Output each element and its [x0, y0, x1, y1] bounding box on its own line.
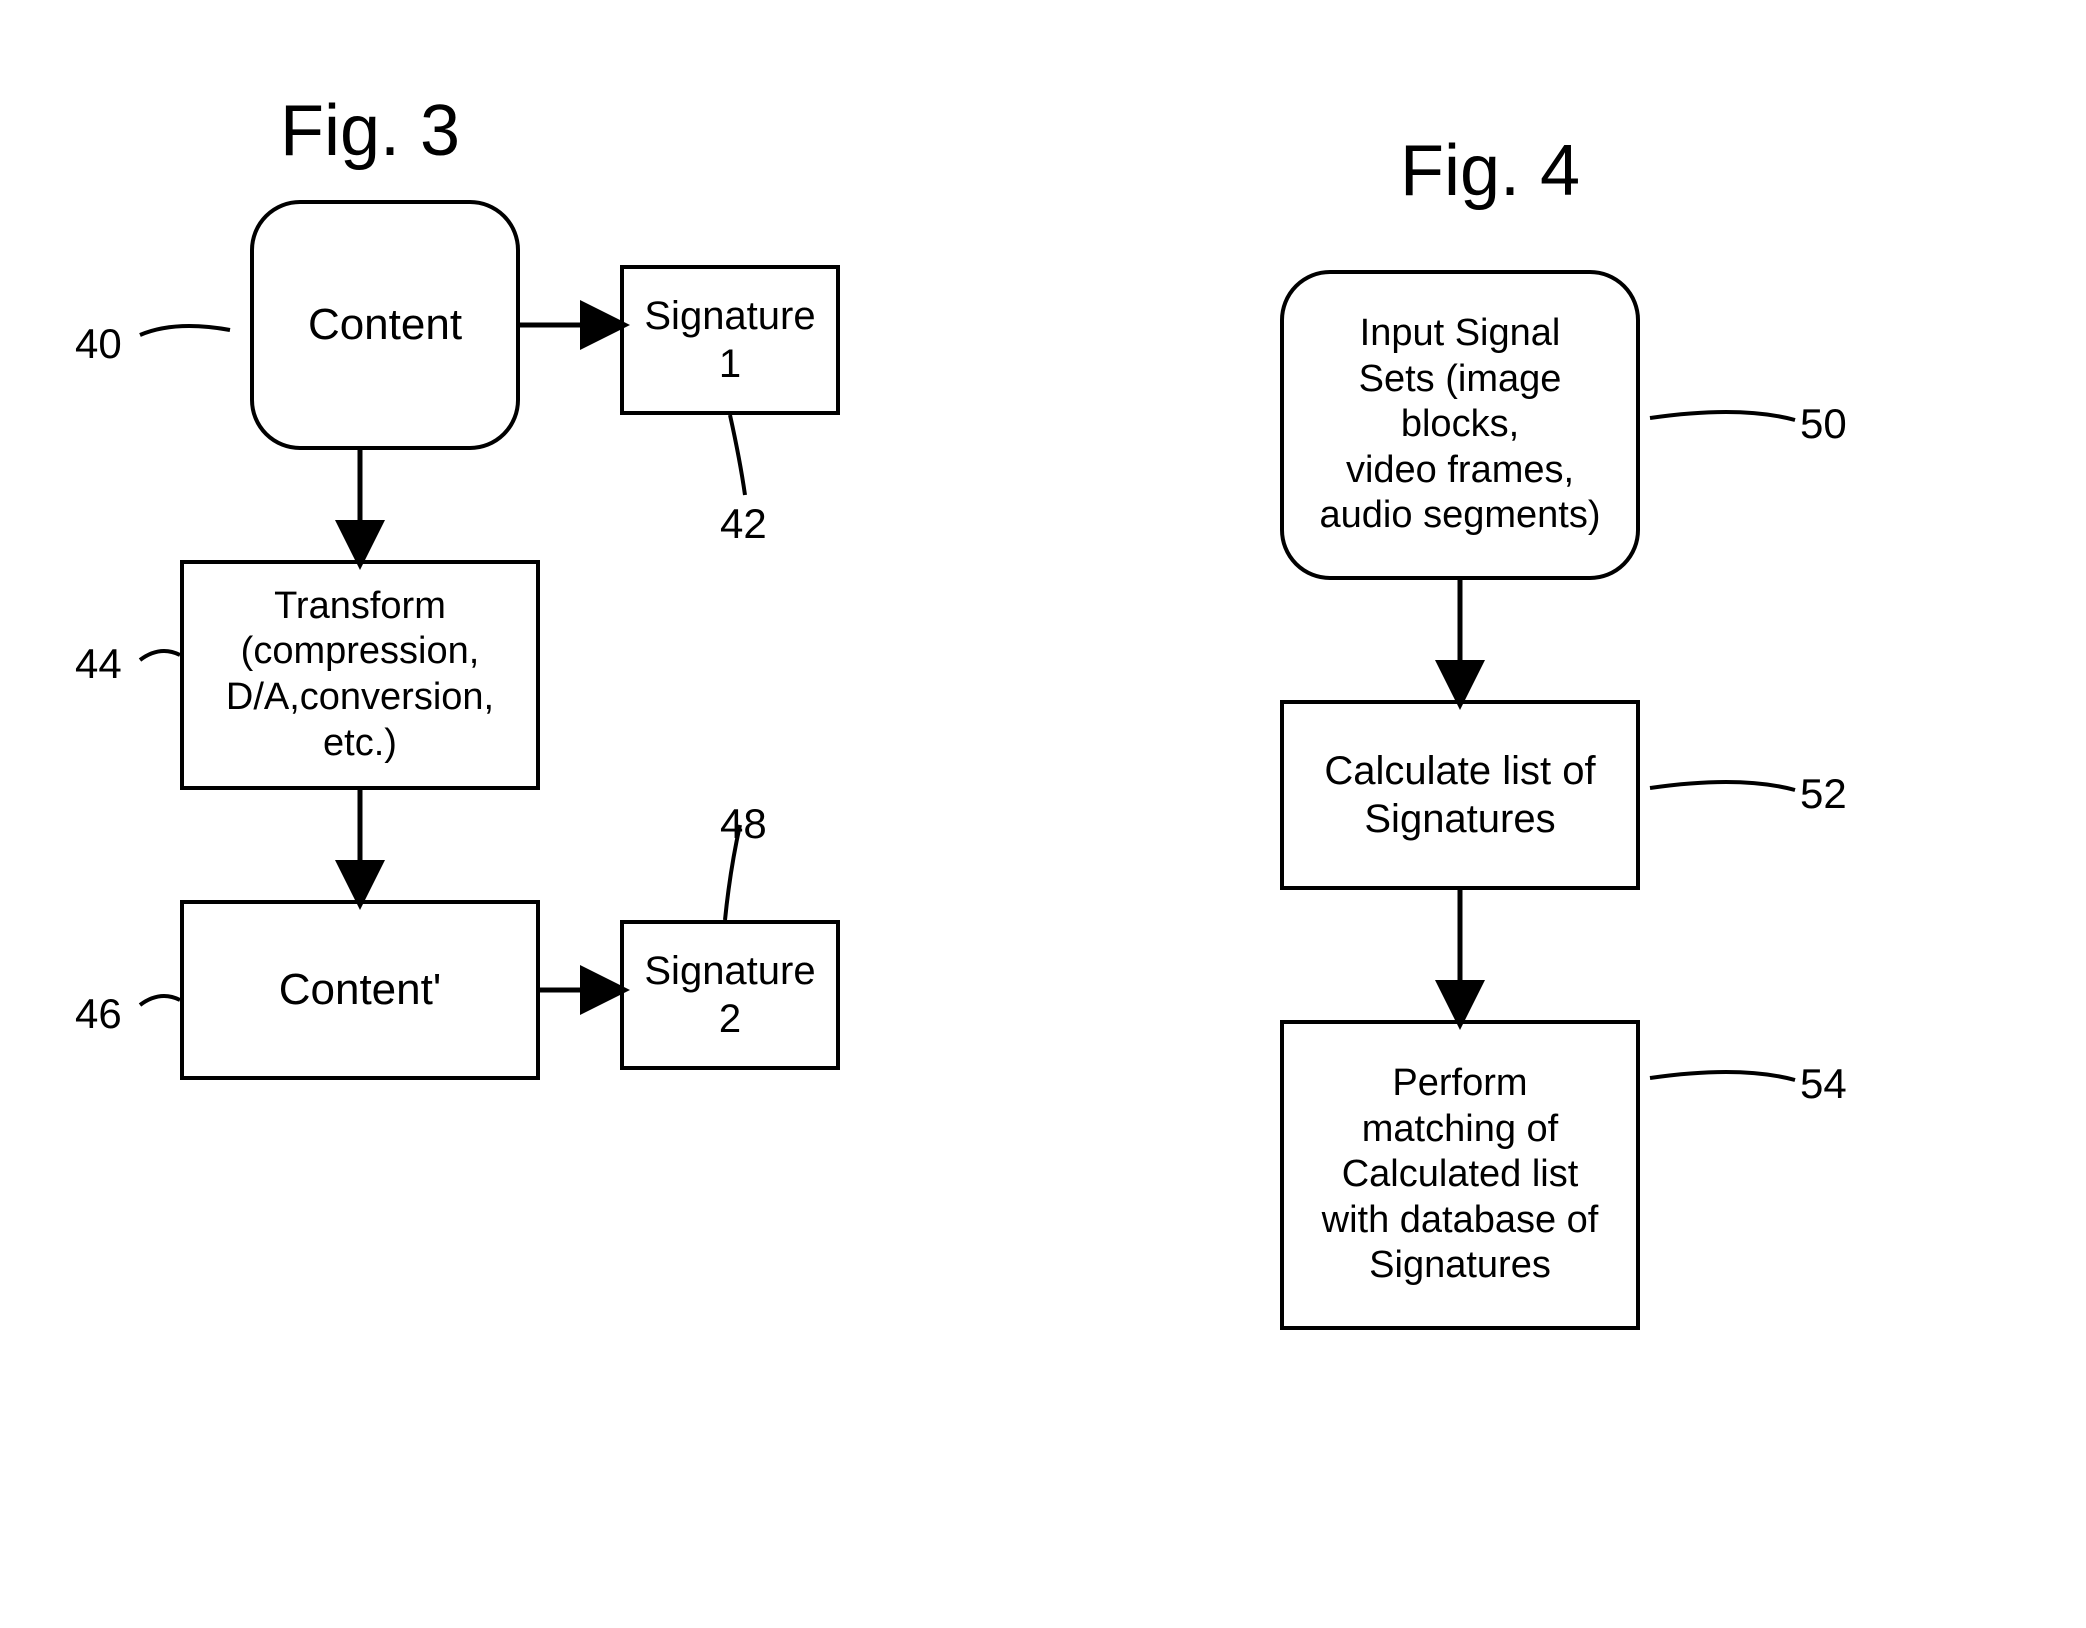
label-42: 42 [720, 500, 767, 548]
label-46: 46 [75, 990, 122, 1038]
node-calculate: Calculate list of Signatures [1280, 700, 1640, 890]
label-52: 52 [1800, 770, 1847, 818]
fig4-title: Fig. 4 [1400, 130, 1580, 212]
label-40: 40 [75, 320, 122, 368]
diagram-canvas: Fig. 3 Content Signature 1 Transform (co… [0, 0, 2086, 1628]
label-54: 54 [1800, 1060, 1847, 1108]
node-content: Content [250, 200, 520, 450]
label-48: 48 [720, 800, 767, 848]
node-transform: Transform (compression, D/A,conversion, … [180, 560, 540, 790]
fig3-title: Fig. 3 [280, 90, 460, 172]
label-44: 44 [75, 640, 122, 688]
node-input-signal: Input Signal Sets (image blocks, video f… [1280, 270, 1640, 580]
node-signature-1: Signature 1 [620, 265, 840, 415]
node-signature-2: Signature 2 [620, 920, 840, 1070]
label-50: 50 [1800, 400, 1847, 448]
node-match: Perform matching of Calculated list with… [1280, 1020, 1640, 1330]
node-content-prime: Content' [180, 900, 540, 1080]
